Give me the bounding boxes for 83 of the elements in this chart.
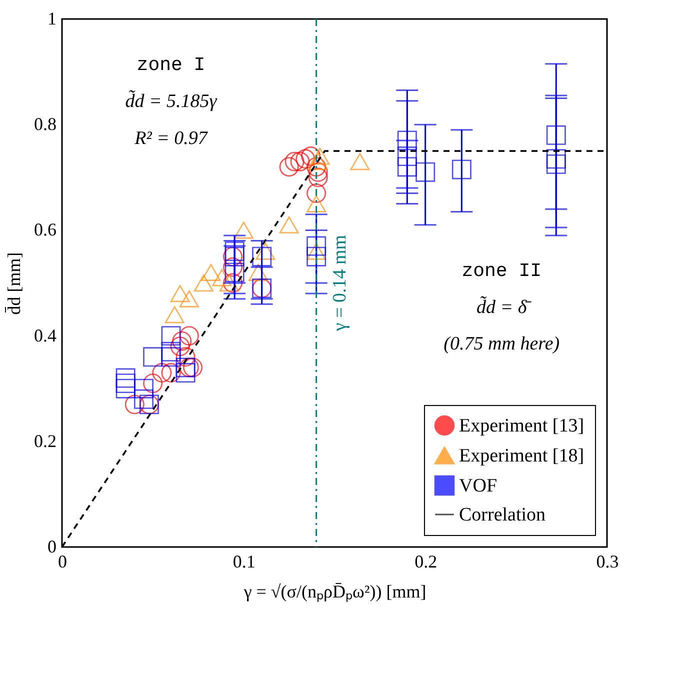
point bbox=[116, 374, 136, 394]
point bbox=[176, 363, 196, 382]
point bbox=[452, 160, 472, 180]
point bbox=[134, 378, 154, 398]
point bbox=[546, 149, 566, 169]
point bbox=[179, 326, 199, 346]
point bbox=[134, 389, 154, 409]
x-tick-label: 0.3 bbox=[596, 552, 619, 572]
y-tick-label: 0.2 bbox=[34, 430, 56, 451]
point bbox=[306, 157, 326, 177]
point bbox=[116, 378, 136, 398]
point bbox=[301, 146, 321, 166]
annotation: d̃d = δ̄ bbox=[476, 296, 532, 318]
point bbox=[164, 306, 184, 324]
point bbox=[279, 216, 299, 234]
y-tick-label: 1 bbox=[48, 8, 56, 28]
point bbox=[279, 157, 299, 177]
annotation: zone I bbox=[136, 54, 206, 76]
point bbox=[224, 262, 244, 282]
point bbox=[176, 347, 196, 367]
point bbox=[284, 152, 304, 172]
y-axis-title: d̄d [mm] bbox=[4, 252, 24, 315]
annotation: d̃d = 5.185γ bbox=[125, 90, 218, 112]
point bbox=[306, 242, 326, 260]
point bbox=[397, 146, 417, 166]
point bbox=[143, 347, 163, 367]
point bbox=[306, 246, 326, 266]
point bbox=[179, 290, 199, 308]
point bbox=[416, 162, 436, 182]
y-tick-label: 0 bbox=[48, 536, 56, 556]
point bbox=[176, 358, 196, 378]
annotation: zone II bbox=[462, 260, 542, 282]
point bbox=[397, 130, 417, 150]
y-tick-label: 0.8 bbox=[34, 114, 56, 134]
x-axis-title: γ = √(σ/(nₚρD̄ₚω²)) [mm] bbox=[242, 582, 426, 602]
point bbox=[397, 157, 417, 177]
point bbox=[310, 148, 330, 165]
point bbox=[161, 326, 181, 346]
point bbox=[252, 246, 272, 266]
legend-label: Correlation bbox=[459, 504, 546, 526]
point bbox=[212, 269, 232, 286]
point bbox=[350, 153, 370, 170]
point bbox=[161, 363, 181, 382]
annotation: R² = 0.97 bbox=[134, 128, 209, 149]
legend-label: Experiment [13] bbox=[459, 416, 584, 436]
y-tick-label: 0.4 bbox=[34, 325, 56, 346]
x-tick-label: 0.2 bbox=[414, 552, 438, 572]
point bbox=[143, 374, 163, 394]
point bbox=[290, 152, 310, 172]
point bbox=[296, 149, 316, 169]
x-tick-label: 0.1 bbox=[232, 552, 256, 572]
point bbox=[546, 154, 566, 174]
annotation: (0.75 mm here) bbox=[444, 334, 560, 355]
point bbox=[308, 153, 328, 170]
point bbox=[306, 184, 326, 203]
point bbox=[308, 162, 328, 182]
point bbox=[172, 331, 192, 351]
point bbox=[161, 342, 181, 362]
point bbox=[152, 363, 172, 382]
point bbox=[116, 368, 136, 388]
legend-label: VOF bbox=[459, 476, 498, 496]
point bbox=[256, 242, 276, 260]
point bbox=[223, 257, 242, 277]
point bbox=[306, 236, 326, 256]
point bbox=[183, 358, 203, 378]
point bbox=[170, 336, 190, 356]
point bbox=[308, 168, 328, 188]
point bbox=[161, 347, 181, 367]
y-tick-label: 0.6 bbox=[34, 220, 56, 240]
point bbox=[223, 273, 242, 293]
point bbox=[179, 358, 199, 378]
point bbox=[194, 274, 214, 292]
point bbox=[248, 264, 268, 281]
point bbox=[234, 222, 254, 239]
legend-label: Experiment [18] bbox=[459, 446, 584, 466]
ref-line-label: γ = 0.14 mm bbox=[329, 234, 350, 332]
point bbox=[170, 285, 190, 302]
point bbox=[124, 394, 144, 414]
point bbox=[546, 125, 566, 145]
point bbox=[219, 274, 239, 292]
point bbox=[201, 264, 221, 281]
point bbox=[306, 195, 326, 212]
point bbox=[224, 242, 244, 262]
